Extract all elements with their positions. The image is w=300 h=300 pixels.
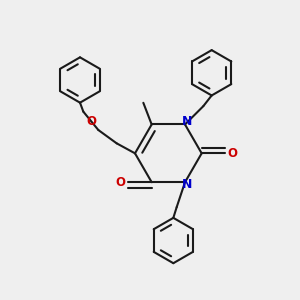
Text: N: N xyxy=(182,115,192,128)
Text: O: O xyxy=(116,176,126,189)
Text: O: O xyxy=(228,147,238,160)
Text: N: N xyxy=(182,178,192,191)
Text: O: O xyxy=(87,115,97,128)
